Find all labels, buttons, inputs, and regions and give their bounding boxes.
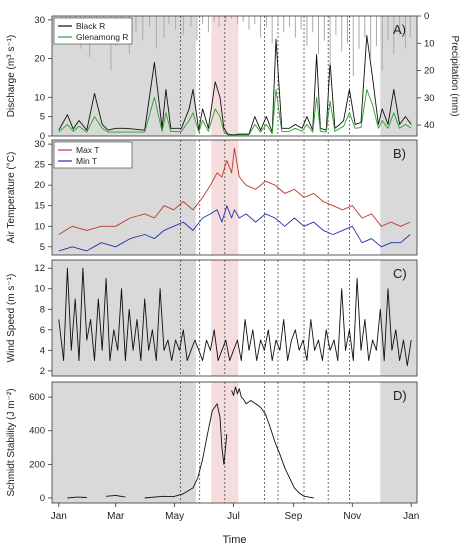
legend-label-black-r: Black R	[76, 21, 105, 31]
x-tick-label: Nov	[343, 511, 361, 522]
x-tick-label: Jul	[227, 511, 240, 522]
y-tick-label: 600	[29, 392, 45, 403]
panel-a-frame	[51, 15, 418, 137]
series-line-0	[58, 267, 412, 367]
panel-c-frame	[51, 259, 418, 377]
y-tick-label: 20	[34, 54, 45, 65]
month-axis: Jan Mar May Jul Sep Nov Jan	[51, 503, 419, 522]
panel-c-label: C)	[393, 266, 407, 281]
panel-d-ylabel: Schmidt Stability (J m⁻²)	[6, 388, 17, 496]
y-tick-label: 20	[34, 180, 45, 191]
x-axis-label: Time	[222, 534, 246, 546]
y-tick-label: 0	[40, 131, 45, 142]
y2-tick-label: 0	[424, 11, 429, 22]
y2-tick-label: 10	[424, 38, 435, 49]
panel-a-label: A)	[393, 22, 406, 37]
y-tick-label: 10	[34, 284, 45, 295]
panel-b: 5 10 15 20 25 30 B) Air Temperature (°C) Max …	[6, 139, 418, 256]
shaded-period-1	[380, 382, 417, 503]
y-tick-label: 8	[40, 304, 45, 315]
y-tick-label: 25	[34, 160, 45, 171]
panel-c-ylabel: Wind Speed (m s⁻¹)	[6, 274, 17, 363]
y-tick-label: 400	[29, 426, 45, 437]
panel-a-legend: Black R Glenamong R	[53, 17, 133, 45]
panel-c: 2 4 6 8 10 12 C) Wind Speed (m s⁻¹)	[6, 259, 418, 377]
y-tick-label: 30	[34, 15, 45, 26]
panel-a-ylabel-right: Precipitation (mm)	[449, 35, 460, 116]
x-tick-label: May	[165, 511, 184, 522]
y-tick-label: 2	[40, 366, 45, 377]
panel-b-frame	[51, 139, 418, 256]
legend-label-max-t: Max T	[76, 145, 99, 155]
y-tick-label: 200	[29, 459, 45, 470]
x-tick-label: Jan	[403, 511, 419, 522]
series-line-0	[58, 147, 411, 235]
x-tick-label: Jan	[51, 511, 67, 522]
y-tick-label: 0	[40, 493, 45, 504]
panel-b-label: B)	[393, 146, 406, 161]
legend-box	[53, 141, 133, 169]
y-tick-label: 30	[34, 139, 45, 150]
y-tick-label: 15	[34, 201, 45, 212]
panel-a-ylabel: Discharge (m³ s⁻¹)	[6, 35, 17, 118]
y2-tick-label: 20	[424, 66, 435, 77]
panel-b-legend: Max T Min T	[53, 141, 133, 169]
panel-d-label: D)	[393, 388, 407, 403]
legend-label-min-t: Min T	[76, 156, 97, 166]
legend-box	[53, 17, 133, 45]
panel-d-frame	[51, 381, 418, 504]
y-tick-label: 10	[34, 221, 45, 232]
y-tick-label: 5	[40, 242, 45, 253]
y-tick-label: 5	[40, 112, 45, 123]
series-line-1	[58, 205, 411, 252]
panel-b-ylabel: Air Temperature (°C)	[6, 152, 17, 244]
series-line-1	[58, 89, 412, 136]
y-tick-label: 12	[34, 263, 45, 274]
y-tick-label: 6	[40, 325, 45, 336]
legend-label-glenamong-r: Glenamong R	[76, 32, 128, 42]
shaded-period-1	[380, 140, 417, 255]
y-tick-label: 10	[34, 92, 45, 103]
shaded-period-0	[52, 382, 196, 503]
y-tick-label: 4	[40, 345, 45, 356]
y2-tick-label: 40	[424, 120, 435, 131]
x-tick-label: Mar	[107, 511, 125, 522]
x-tick-label: Sep	[285, 511, 303, 522]
y2-tick-label: 30	[424, 93, 435, 104]
